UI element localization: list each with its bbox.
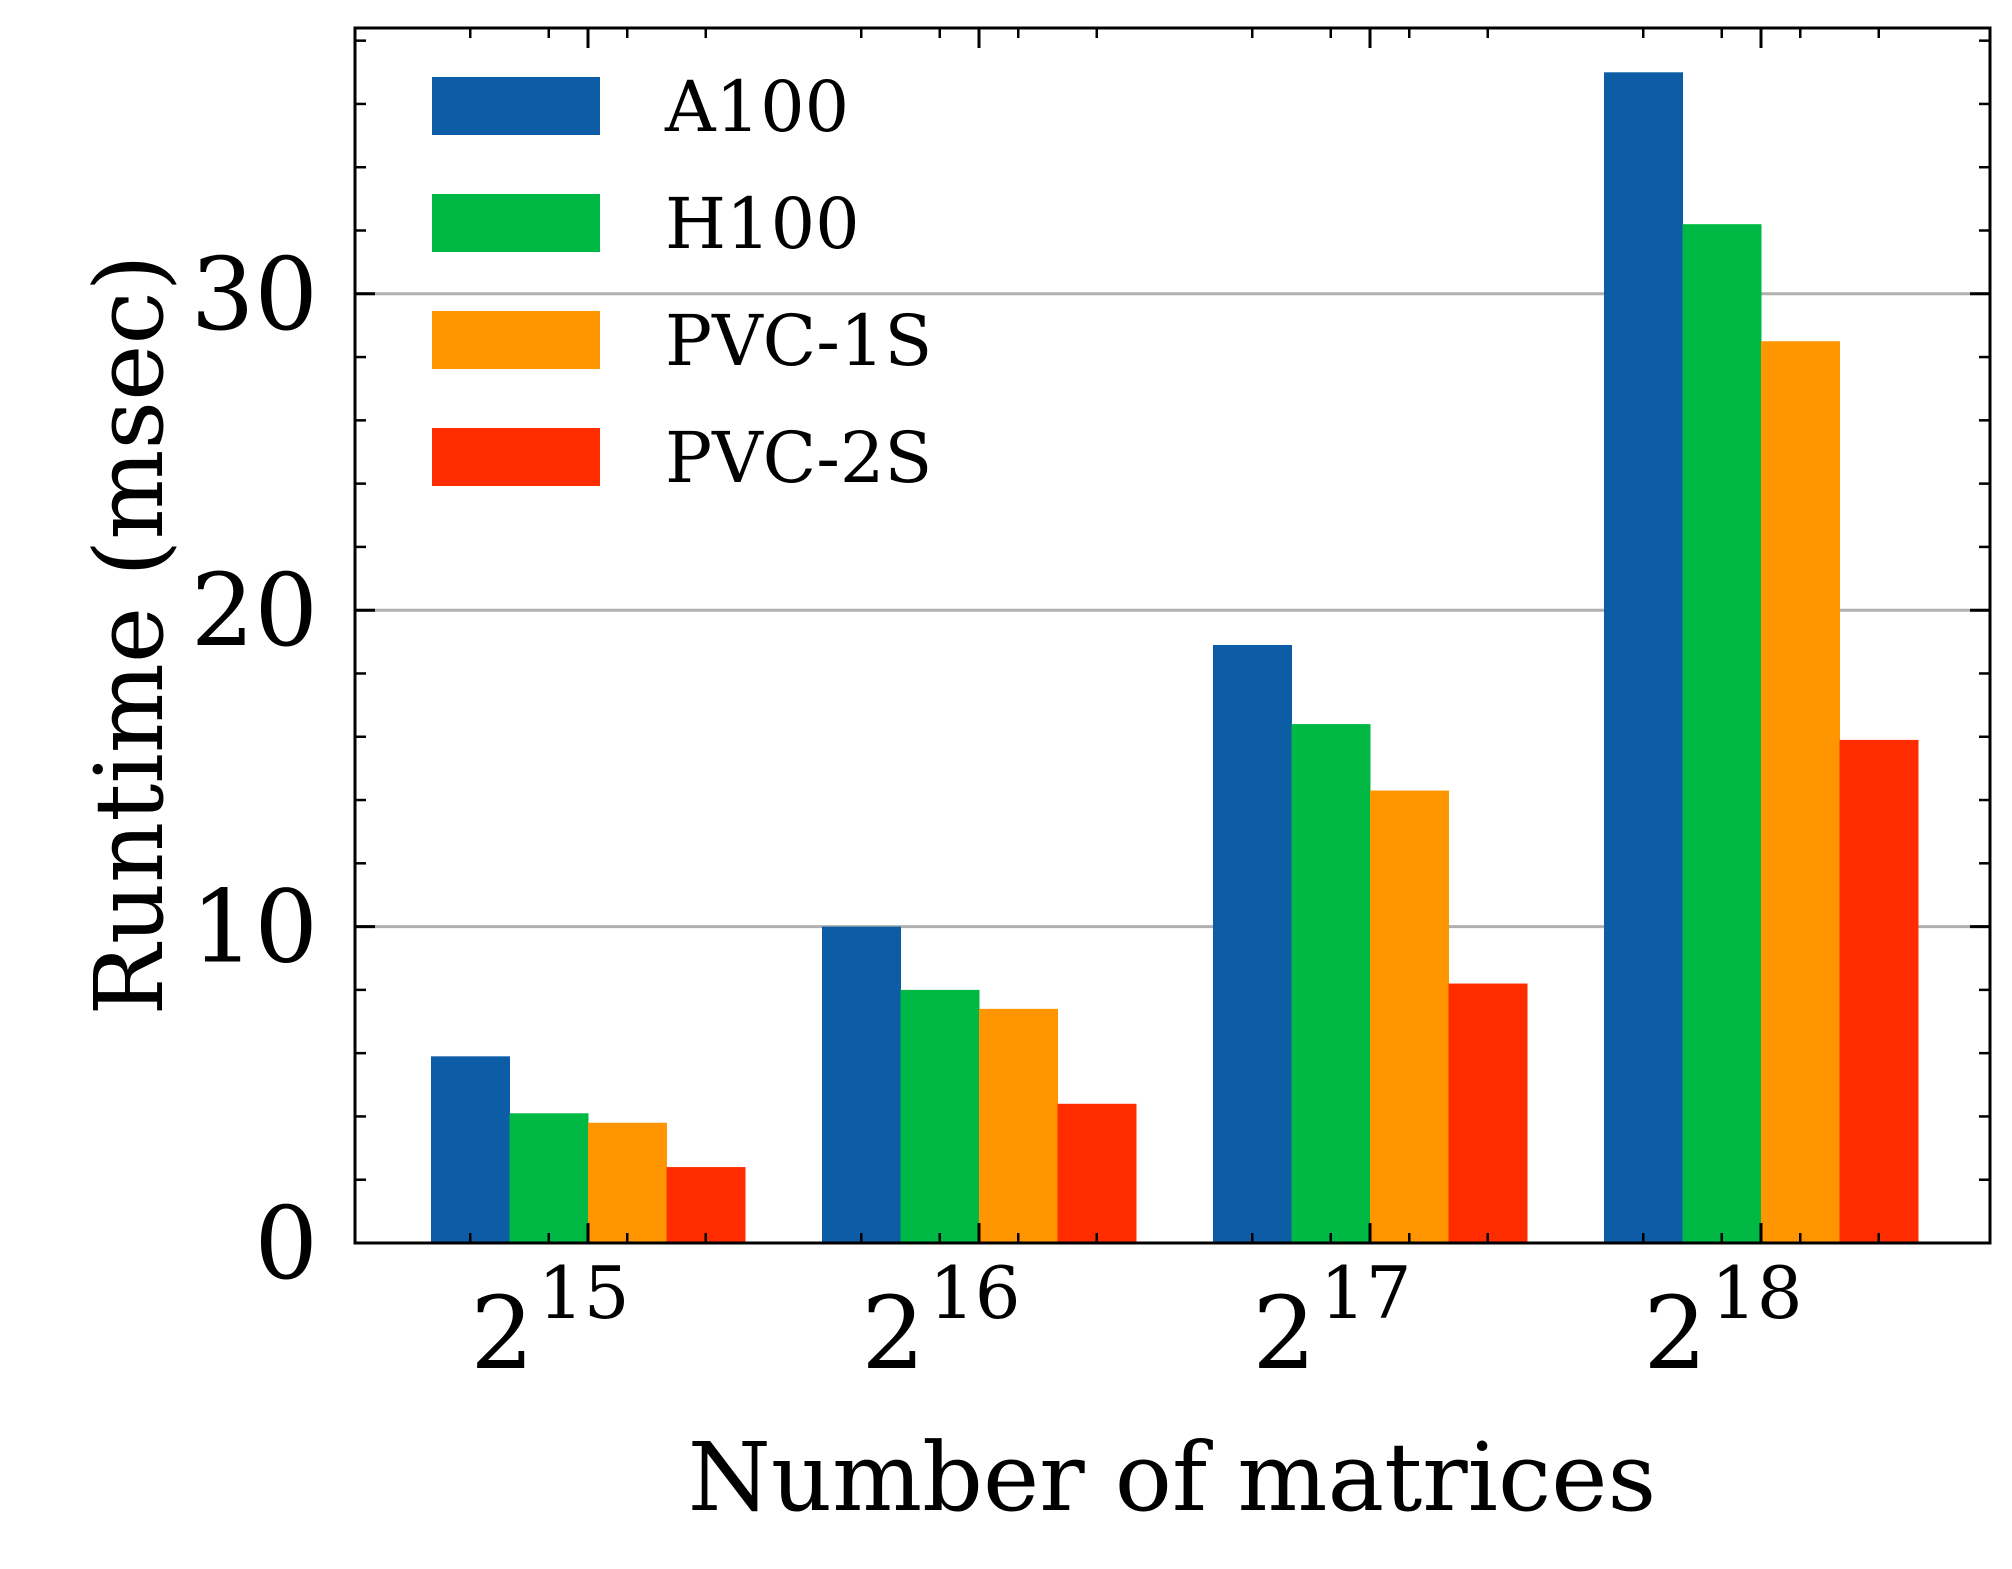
legend-swatch-h100 xyxy=(432,194,600,252)
bar-h100-2^15 xyxy=(509,1113,589,1243)
bar-pvc-2s-2^16 xyxy=(1057,1103,1137,1243)
y-axis-title: Runtime (msec) xyxy=(75,254,185,1015)
legend-label-a100: A100 xyxy=(664,66,849,148)
bar-a100-2^17 xyxy=(1213,644,1292,1243)
bar-a100-2^18 xyxy=(1604,72,1683,1243)
legend-label-pvc-1s: PVC-1S xyxy=(665,300,932,382)
x-tick-label: 216 xyxy=(861,1251,1020,1392)
legend-label-h100: H100 xyxy=(665,183,860,265)
bar-h100-2^17 xyxy=(1291,724,1371,1243)
x-tick-label: 217 xyxy=(1252,1251,1411,1392)
y-tick-label-10: 10 xyxy=(191,869,318,986)
bar-h100-2^16 xyxy=(900,989,980,1243)
legend-swatch-pvc-1s xyxy=(432,311,600,369)
x-tick-labels: 215 216 217 218 xyxy=(470,1251,1802,1392)
bar-pvc-2s-2^17 xyxy=(1448,983,1528,1243)
y-tick-labels: 0 10 20 30 xyxy=(191,236,318,1302)
legend-swatch-a100 xyxy=(432,77,600,135)
bars xyxy=(431,72,1919,1243)
bar-pvc-1s-2^15 xyxy=(588,1122,667,1243)
bar-pvc-2s-2^18 xyxy=(1839,739,1919,1243)
plot-frame xyxy=(353,26,1992,1245)
y-tick-label-20: 20 xyxy=(191,552,318,669)
x-tick-label: 218 xyxy=(1643,1251,1802,1392)
bar-pvc-2s-2^15 xyxy=(666,1167,746,1243)
bar-h100-2^18 xyxy=(1682,224,1762,1243)
y-tick-label-0: 0 xyxy=(254,1185,318,1302)
legend-label-pvc-2s: PVC-2S xyxy=(665,417,932,499)
x-tick-label: 215 xyxy=(470,1251,629,1392)
bar-pvc-1s-2^16 xyxy=(979,1008,1058,1243)
axis-ticks xyxy=(355,28,1990,1245)
bar-pvc-1s-2^18 xyxy=(1761,341,1840,1243)
bar-a100-2^16 xyxy=(822,926,901,1243)
y-tick-label-30: 30 xyxy=(191,236,318,353)
x-axis-title: Number of matrices xyxy=(688,1423,1656,1533)
bar-a100-2^15 xyxy=(431,1056,510,1243)
legend: A100 H100 PVC-1S PVC-2S xyxy=(432,66,932,499)
legend-swatch-pvc-2s xyxy=(432,428,600,486)
bar-pvc-1s-2^17 xyxy=(1370,790,1449,1243)
